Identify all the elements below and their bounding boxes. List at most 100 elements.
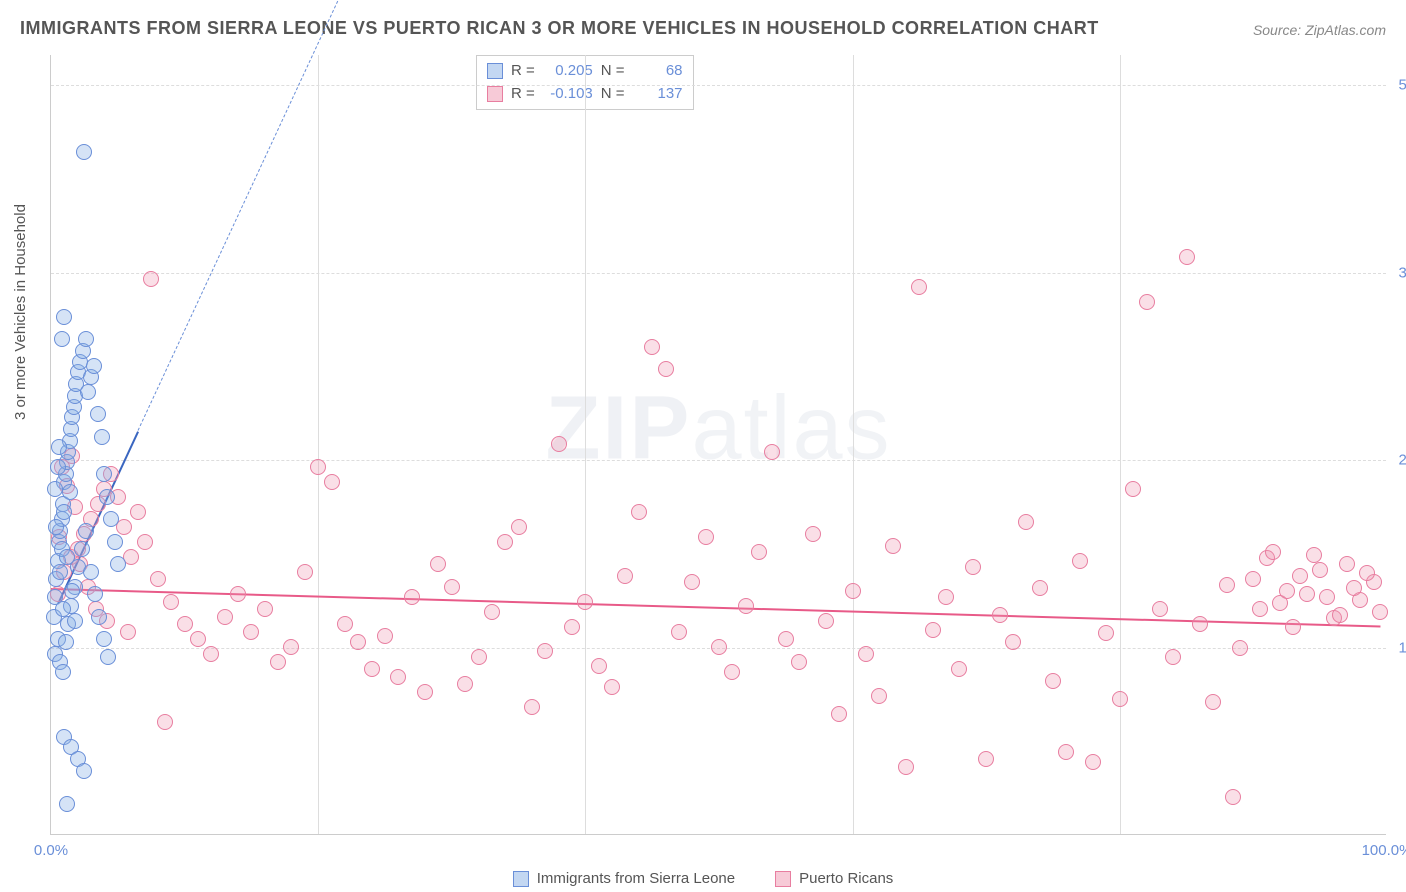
data-point-pink [243,624,259,640]
data-point-pink [1332,607,1348,623]
legend-item-blue: Immigrants from Sierra Leone [513,870,735,887]
data-point-pink [938,589,954,605]
data-point-pink [1112,691,1128,707]
y-tick-label: 12.5% [1391,639,1406,656]
data-point-pink [1032,580,1048,596]
data-point-pink [390,669,406,685]
data-point-blue [86,358,102,374]
chart-title: IMMIGRANTS FROM SIERRA LEONE VS PUERTO R… [20,18,1099,39]
data-point-pink [778,631,794,647]
data-point-pink [1219,577,1235,593]
data-point-blue [78,331,94,347]
grid-line-h [51,273,1386,274]
data-point-pink [591,658,607,674]
y-tick-label: 50.0% [1391,77,1406,94]
data-point-pink [1312,562,1328,578]
data-point-blue [100,649,116,665]
data-point-pink [1152,601,1168,617]
data-point-pink [137,534,153,550]
data-point-blue [54,331,70,347]
data-point-pink [644,339,660,355]
data-point-blue [83,564,99,580]
data-point-blue [59,796,75,812]
trend-line [51,588,1380,627]
data-point-blue [56,309,72,325]
data-point-blue [64,583,80,599]
data-point-pink [1319,589,1335,605]
data-point-pink [537,643,553,659]
data-point-blue [74,541,90,557]
data-point-pink [951,661,967,677]
data-point-pink [350,634,366,650]
data-point-pink [1292,568,1308,584]
data-point-pink [217,609,233,625]
legend-label-pink: Puerto Ricans [799,870,893,887]
data-point-pink [871,688,887,704]
data-point-pink [724,664,740,680]
data-point-pink [497,534,513,550]
data-point-pink [417,684,433,700]
data-point-pink [430,556,446,572]
data-point-pink [1139,294,1155,310]
data-point-blue [91,609,107,625]
data-point-pink [858,646,874,662]
data-point-pink [1192,616,1208,632]
data-point-pink [845,583,861,599]
x-tick-label: 100.0% [1362,842,1406,859]
data-point-pink [310,459,326,475]
data-point-pink [738,598,754,614]
data-point-pink [1346,580,1362,596]
data-point-pink [190,631,206,647]
data-point-pink [337,616,353,632]
data-point-pink [978,751,994,767]
data-point-pink [120,624,136,640]
data-point-pink [1245,571,1261,587]
data-point-blue [78,523,94,539]
n-value-blue: 68 [633,60,683,83]
data-point-pink [698,529,714,545]
data-point-pink [684,574,700,590]
data-point-pink [965,559,981,575]
data-point-blue [50,459,66,475]
legend-label-blue: Immigrants from Sierra Leone [537,870,735,887]
data-point-pink [1018,514,1034,530]
y-tick-label: 37.5% [1391,264,1406,281]
data-point-blue [52,564,68,580]
data-point-pink [404,589,420,605]
data-point-blue [90,406,106,422]
data-point-pink [364,661,380,677]
trend-line [137,0,452,431]
plot-area: ZIPatlas R = 0.205 N = 68 R = -0.103 N =… [50,55,1386,835]
data-point-pink [270,654,286,670]
data-point-pink [150,571,166,587]
data-point-pink [1265,544,1281,560]
data-point-blue [56,504,72,520]
data-point-pink [457,676,473,692]
data-point-pink [203,646,219,662]
data-point-pink [283,639,299,655]
data-point-pink [143,271,159,287]
data-point-pink [1085,754,1101,770]
data-point-blue [47,481,63,497]
data-point-pink [1279,583,1295,599]
swatch-pink-icon [487,86,503,102]
grid-line-h [51,85,1386,86]
data-point-pink [1098,625,1114,641]
data-point-pink [631,504,647,520]
data-point-pink [992,607,1008,623]
data-point-pink [177,616,193,632]
data-point-pink [711,639,727,655]
data-point-blue [99,489,115,505]
data-point-blue [94,429,110,445]
y-axis-label: 3 or more Vehicles in Household [12,204,29,420]
data-point-pink [564,619,580,635]
grid-line-v [853,55,854,834]
data-point-pink [471,649,487,665]
data-point-blue [76,144,92,160]
watermark-thin: atlas [691,378,891,478]
data-point-blue [87,586,103,602]
y-tick-label: 25.0% [1391,452,1406,469]
data-point-pink [1058,744,1074,760]
data-point-pink [324,474,340,490]
data-point-pink [898,759,914,775]
